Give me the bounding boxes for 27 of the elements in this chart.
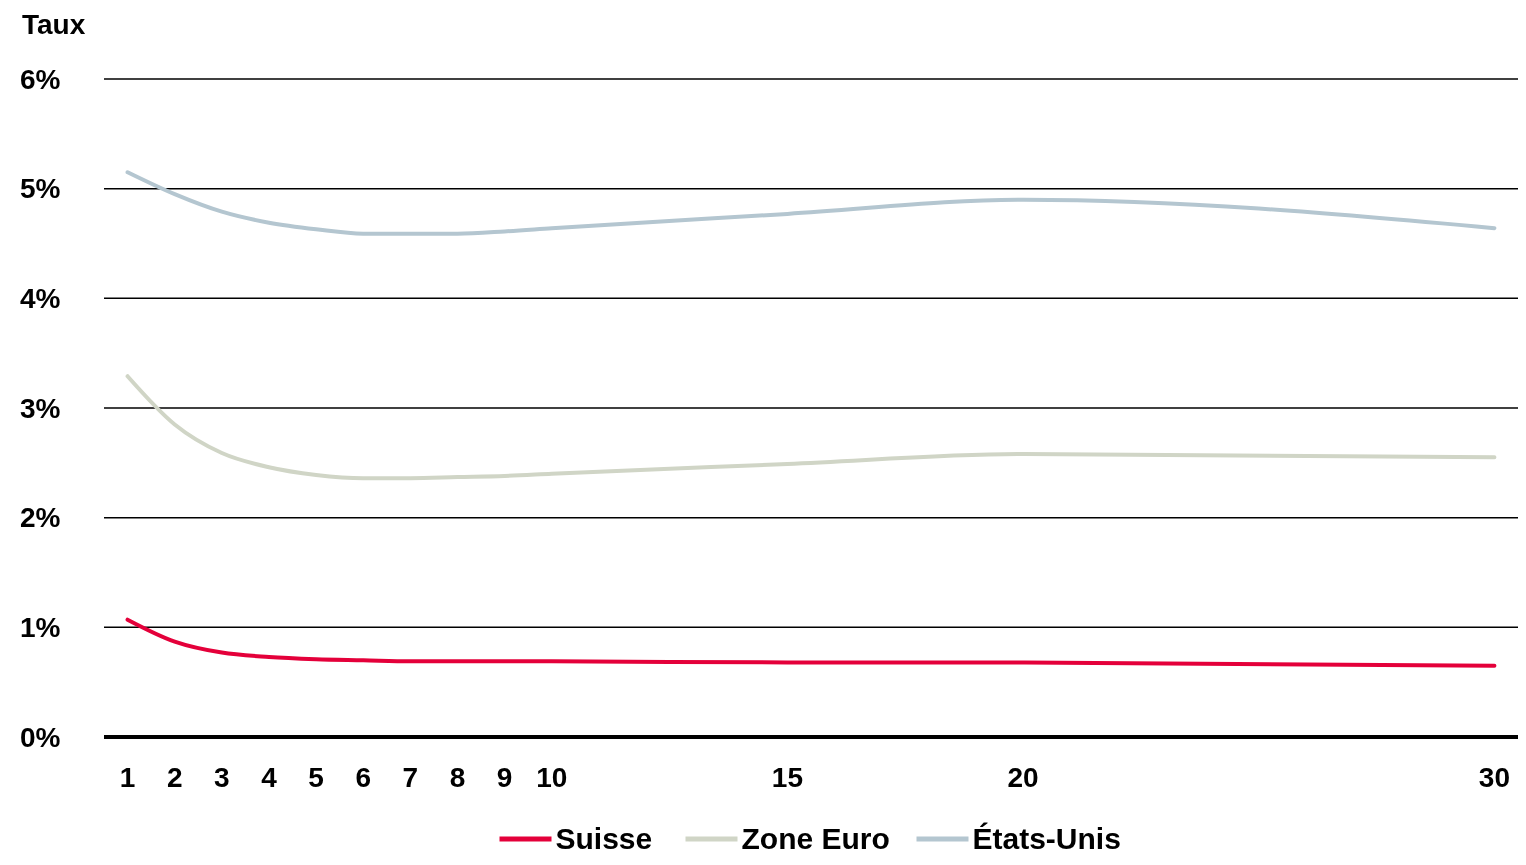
line-series [125, 617, 1497, 668]
x-tick-label: 15 [771, 762, 804, 793]
legend-label: États-Unis [972, 822, 1121, 855]
x-tick-label: 4 [261, 762, 278, 793]
x-tick-label: 20 [1007, 762, 1039, 793]
line-series [125, 374, 1497, 481]
x-tick-label: 1 [119, 762, 136, 793]
x-tick-label: 2 [166, 762, 183, 793]
y-tick-label: 3% [20, 392, 61, 424]
x-tick-label: 30 [1478, 762, 1511, 793]
y-tick-label: 0% [20, 721, 61, 753]
legend-label: Zone Euro [741, 822, 890, 855]
y-tick-label: 5% [20, 173, 61, 205]
x-tick-label: 3 [214, 762, 230, 793]
x-tick-label: 6 [355, 762, 372, 793]
legend-label: Suisse [555, 822, 653, 855]
x-tick-label: 9 [496, 762, 513, 793]
line-series [125, 170, 1497, 236]
y-tick-label: 1% [20, 612, 61, 644]
x-tick-label: 5 [308, 762, 324, 793]
x-tick-label: 8 [449, 762, 466, 793]
y-tick-label: 2% [20, 502, 61, 534]
x-tick-label: 10 [536, 762, 568, 793]
x-tick-label: 7 [402, 762, 419, 793]
y-tick-label: 4% [20, 283, 61, 315]
y-axis-title: Taux [22, 9, 86, 40]
y-tick-label: 6% [20, 63, 61, 95]
